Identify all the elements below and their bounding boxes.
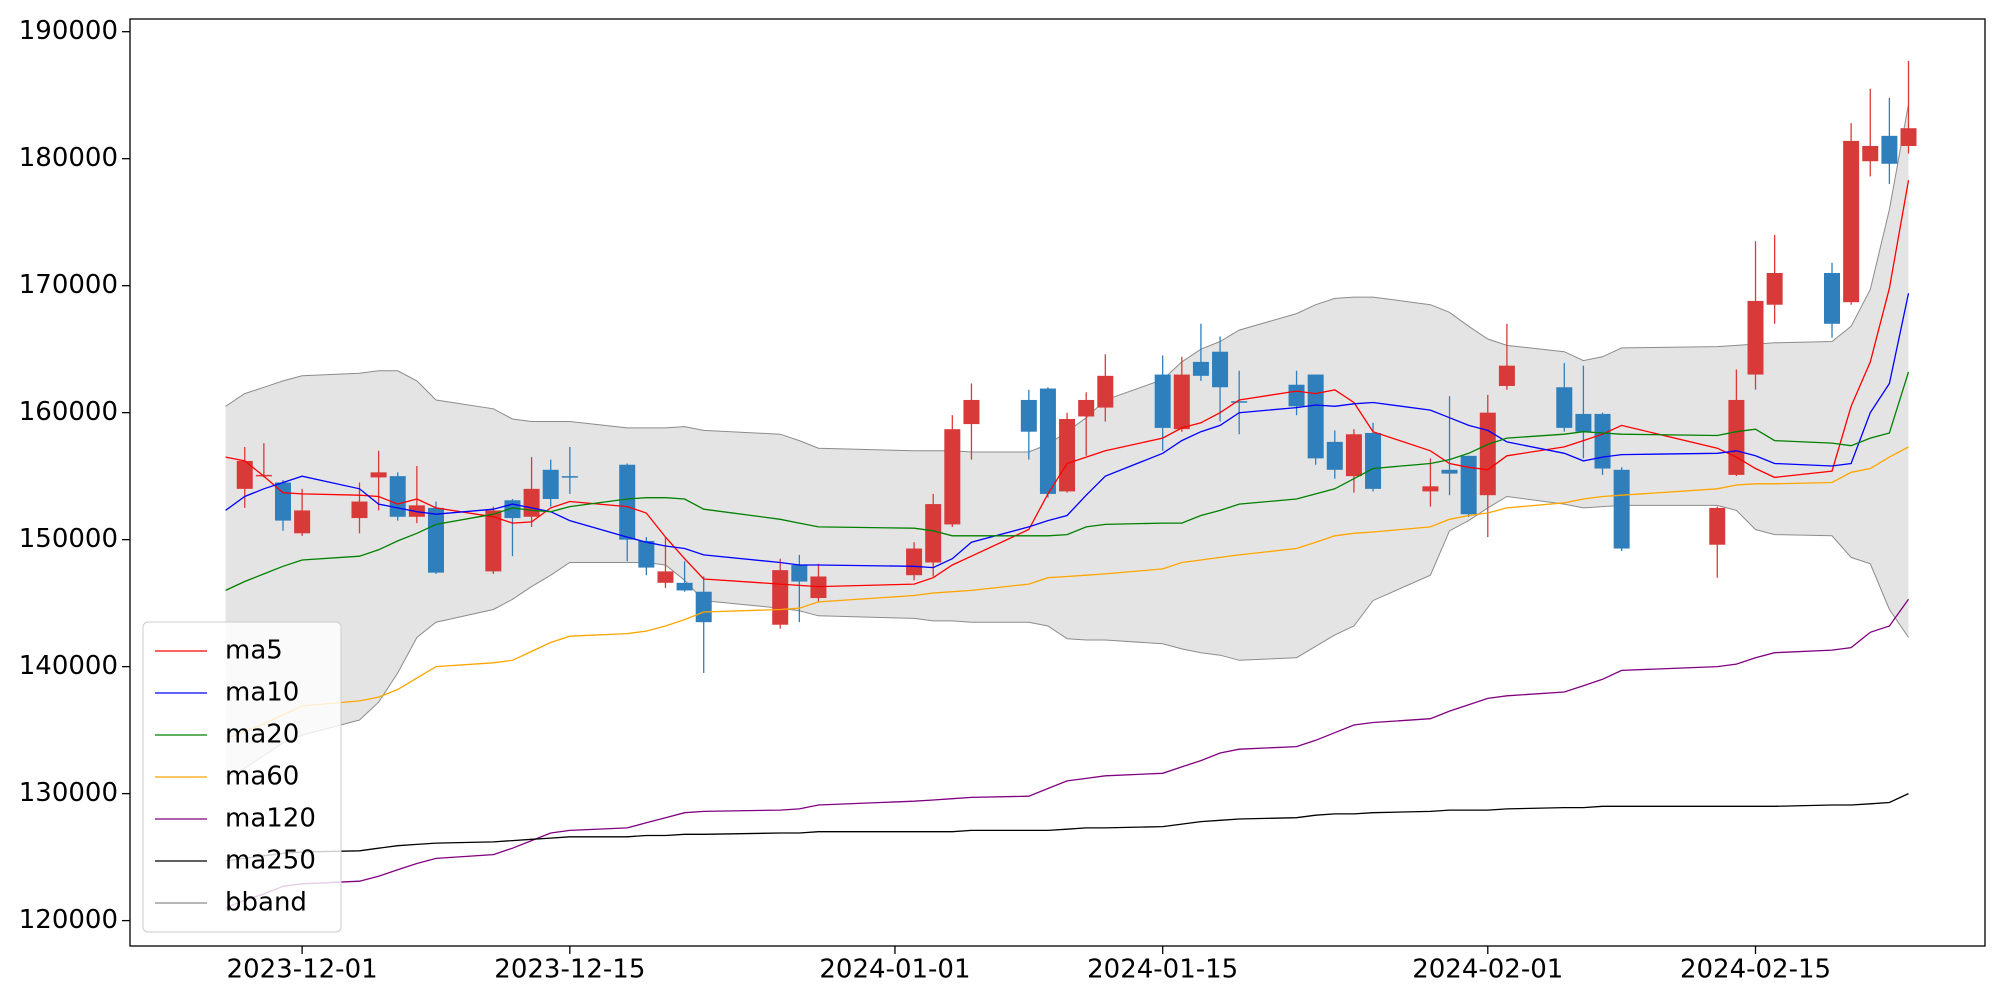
candle-body: [542, 469, 559, 500]
candle-body: [1345, 434, 1362, 477]
candle-body: [906, 548, 923, 576]
candle-body: [1709, 507, 1726, 545]
legend-label: ma120: [225, 804, 316, 834]
y-tick-label: 130000: [19, 778, 118, 808]
candle-body: [1365, 432, 1382, 489]
candle-body: [657, 571, 674, 583]
candle-body: [1575, 413, 1592, 432]
candle-body: [791, 565, 808, 582]
plot-frame: [129, 18, 1986, 947]
candle-body: [1900, 128, 1917, 146]
candle-body: [925, 504, 942, 563]
candle-body: [389, 476, 406, 517]
candle-body: [1059, 419, 1076, 492]
candle-body: [1441, 469, 1458, 474]
ma-line: [225, 446, 1909, 740]
candle-body: [485, 510, 502, 572]
candle-body: [1766, 272, 1783, 305]
candle-body: [638, 540, 655, 568]
candle-body: [1460, 455, 1477, 515]
ma-line: [225, 598, 1910, 909]
plot-area: [225, 60, 1917, 909]
candle-body: [1728, 399, 1745, 475]
ma-line: [225, 293, 1910, 569]
candle-body: [523, 488, 540, 517]
candle-body: [772, 570, 789, 625]
x-tick-label: 2024-01-01: [819, 955, 970, 985]
candle-body: [1154, 374, 1171, 428]
candle-body: [1039, 388, 1056, 494]
candle-body: [1097, 375, 1114, 408]
candle-body: [1212, 351, 1229, 388]
legend: ma5 ma10 ma20 ma60 ma120 ma250 bband: [142, 621, 342, 933]
legend-box: [142, 621, 342, 933]
y-tick-label: 150000: [19, 524, 118, 554]
candle-body: [1498, 365, 1515, 386]
candle-body: [1326, 441, 1343, 470]
candle-body: [1288, 384, 1305, 407]
legend-label: ma250: [225, 846, 316, 876]
y-tick-label: 190000: [19, 16, 118, 46]
candle-body: [810, 576, 827, 599]
y-tick-label: 160000: [19, 397, 118, 427]
candle-body: [1881, 135, 1898, 164]
y-tick-label: 120000: [19, 905, 118, 935]
x-tick-label: 2024-01-15: [1087, 955, 1238, 985]
candle-body: [619, 464, 636, 540]
candle-body: [676, 582, 693, 591]
candle-body: [1862, 145, 1879, 162]
candle-body: [351, 501, 368, 519]
candle-body: [561, 476, 578, 478]
candle-body: [695, 591, 712, 623]
candle-body: [1422, 486, 1439, 492]
legend-label: ma5: [225, 636, 283, 666]
x-tick-label: 2024-02-01: [1412, 955, 1563, 985]
legend-label: ma60: [225, 762, 299, 792]
candle-body: [236, 460, 253, 489]
candle-body: [427, 507, 444, 573]
candle-body: [1020, 399, 1037, 432]
candle-body: [1824, 272, 1841, 324]
candle-body: [1192, 361, 1209, 376]
y-tick-label: 140000: [19, 651, 118, 681]
candle-body: [1078, 399, 1095, 417]
candle-body: [1479, 412, 1496, 496]
candle-body: [1307, 374, 1324, 459]
candle-body: [1747, 300, 1764, 375]
ma-line: [225, 793, 1909, 862]
candle-body: [1594, 413, 1611, 469]
y-tick-label: 180000: [19, 143, 118, 173]
candle-body: [370, 472, 387, 478]
x-tick-label: 2023-12-15: [494, 955, 645, 985]
candle-body: [944, 429, 961, 525]
candle-body: [294, 510, 311, 534]
legend-label: ma10: [225, 678, 299, 708]
x-tick-label: 2023-12-01: [227, 955, 378, 985]
ma-line: [225, 371, 1910, 591]
candle-body: [1173, 374, 1190, 430]
band-upper: [225, 104, 1909, 453]
candle-body: [1843, 140, 1860, 303]
legend-label: ma20: [225, 720, 299, 750]
candle-body: [1613, 469, 1630, 549]
candle-body: [1231, 401, 1248, 403]
candle-body: [963, 399, 980, 425]
candle-body: [274, 482, 291, 521]
legend-label: bband: [225, 888, 307, 918]
candle-body: [1556, 387, 1573, 428]
x-tick-label: 2024-02-15: [1680, 955, 1831, 985]
band-lower: [225, 495, 1909, 778]
y-tick-label: 170000: [19, 270, 118, 300]
